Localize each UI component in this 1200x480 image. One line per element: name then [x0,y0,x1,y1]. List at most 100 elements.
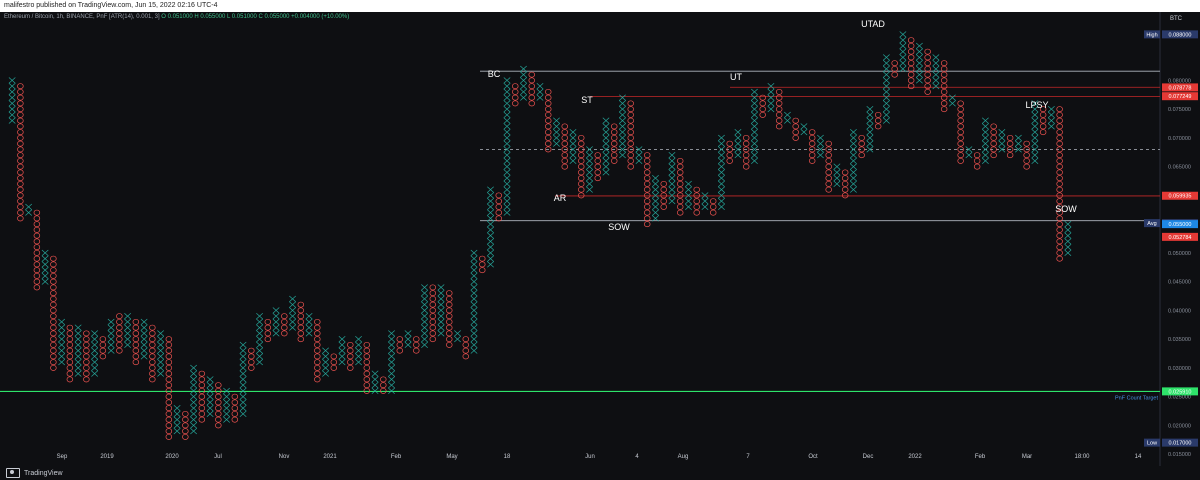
pnf-o-box [50,353,57,360]
pnf-x-box [503,117,511,124]
pnf-x-box [25,209,33,216]
pnf-x-box [503,192,511,199]
pnf-x-box [305,312,313,320]
pnf-x-box [8,105,16,113]
pnf-o-box [627,140,634,147]
pnf-o-box [66,370,74,377]
pnf-x-box [602,169,610,176]
pnf-x-box [388,364,395,372]
pnf-o-box [182,422,189,429]
pnf-x-box [849,169,857,176]
pnf-o-box [198,393,206,400]
pnf-o-box [17,152,24,159]
pnf-x-box [355,335,362,343]
pnf-o-box [215,416,222,423]
pnf-o-box [132,336,140,343]
pnf-x-box [239,353,247,360]
pnf-o-box [940,83,948,90]
pnf-o-box [17,106,24,113]
pnf-o-box [561,134,568,141]
pnf-o-box [66,347,74,354]
pnf-o-box [858,134,865,141]
pnf-o-box [396,341,404,348]
pnf-o-box [561,152,568,159]
pnf-o-box [50,301,57,308]
annotation-label: UT [730,72,742,82]
x-tick-label: 2021 [323,454,337,460]
pnf-o-box [429,330,437,337]
pnf-x-box [190,393,198,400]
pnf-o-box [1056,226,1063,233]
pnf-x-box [751,134,758,142]
pnf-x-box [652,197,659,205]
pnf-o-box [561,123,568,130]
pnf-o-box [17,169,24,176]
price-tag-box [1162,191,1198,200]
pnf-o-box [165,405,173,412]
pnf-x-box [272,318,280,326]
pnf-o-box [742,140,750,147]
pnf-o-box [1056,232,1063,239]
pnf-x-box [74,324,82,331]
pnf-x-box [751,88,758,96]
pnf-o-box [297,330,305,337]
pnf-o-box [363,353,371,360]
pnf-o-box [825,140,832,147]
pnf-x-box [58,330,66,337]
pnf-o-box [545,146,552,153]
pnf-o-box [808,140,816,147]
pnf-x-box [718,174,725,182]
pnf-x-box [124,312,132,320]
pnf-x-box [503,163,511,170]
pnf-x-box [272,307,280,314]
pnf-x-box [751,111,758,119]
pnf-x-box [668,151,676,159]
pnf-x-box [1031,100,1039,107]
pnf-x-box [470,295,478,303]
pnf-o-box [363,347,371,354]
pnf-o-box [132,347,140,354]
pnf-x-box [981,157,989,165]
pnf-x-box [767,82,775,90]
pnf-o-box [1056,175,1063,182]
pnf-o-box [380,382,387,389]
pnf-o-box [314,370,321,377]
pnf-o-box [17,94,24,101]
pnf-x-box [998,128,1006,136]
pnf-o-box [363,370,371,377]
pnf-x-box [421,330,428,337]
pnf-x-box [487,220,494,228]
pnf-o-box [841,175,849,182]
price-tag-value: 0.052784 [1169,235,1192,241]
pnf-x-box [223,410,231,418]
pnf-x-box [882,77,890,84]
pnf-x-box [223,404,231,412]
pnf-o-box [429,284,437,291]
pnf-x-box [602,163,610,170]
pnf-o-box [50,313,57,320]
pnf-x-box [553,128,560,136]
pnf-x-box [305,318,313,326]
pnf-x-box [619,134,626,142]
pnf-o-box [413,336,420,343]
pnf-o-box [281,330,288,337]
pnf-x-box [239,404,247,412]
pnf-o-box [17,146,24,153]
x-tick-label: Feb [391,454,402,460]
pnf-o-box [578,180,585,187]
pnf-o-box [446,295,453,302]
pnf-o-box [363,382,371,389]
pnf-o-box [627,129,634,136]
pnf-x-box [470,249,478,257]
pnf-o-box [495,198,502,205]
currency-label: BTC [1170,16,1183,22]
pnf-x-box [239,376,247,383]
pnf-x-box [289,301,296,308]
pnf-o-box [545,100,552,107]
pnf-x-box [965,151,973,159]
pnf-x-box [882,111,890,119]
pnf-x-box [470,301,478,308]
pnf-o-box [528,71,535,78]
pnf-o-box [132,341,140,348]
pnf-x-box [981,134,989,142]
